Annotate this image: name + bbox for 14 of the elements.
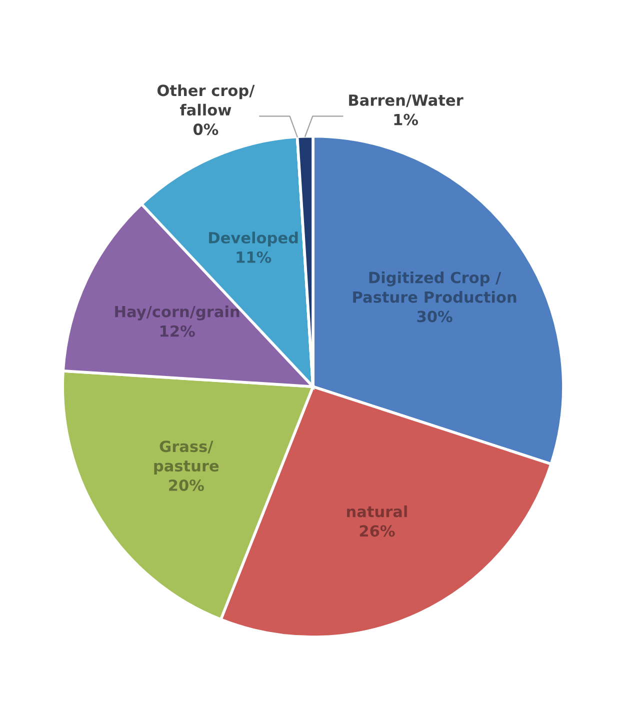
data-label: 1% (394, 114, 418, 126)
slice-label: Barren/Water (349, 94, 464, 108)
category-label: Other crop/ fallow (157, 84, 255, 116)
slice-label: Grass/ pasture (154, 440, 219, 475)
slice-label: Digitized Crop / Pasture Production (353, 271, 516, 303)
data-label: 11% (236, 251, 272, 263)
slice-label: Hay/corn/grain (115, 306, 240, 320)
data-label: 26% (360, 525, 395, 537)
slice-label: natural (347, 505, 407, 518)
data-label: 20% (169, 479, 204, 492)
slice-label: Developed (209, 232, 298, 246)
text: 0% (193, 124, 218, 136)
data-label: 30% (417, 310, 452, 322)
data-label: 12% (160, 325, 195, 337)
